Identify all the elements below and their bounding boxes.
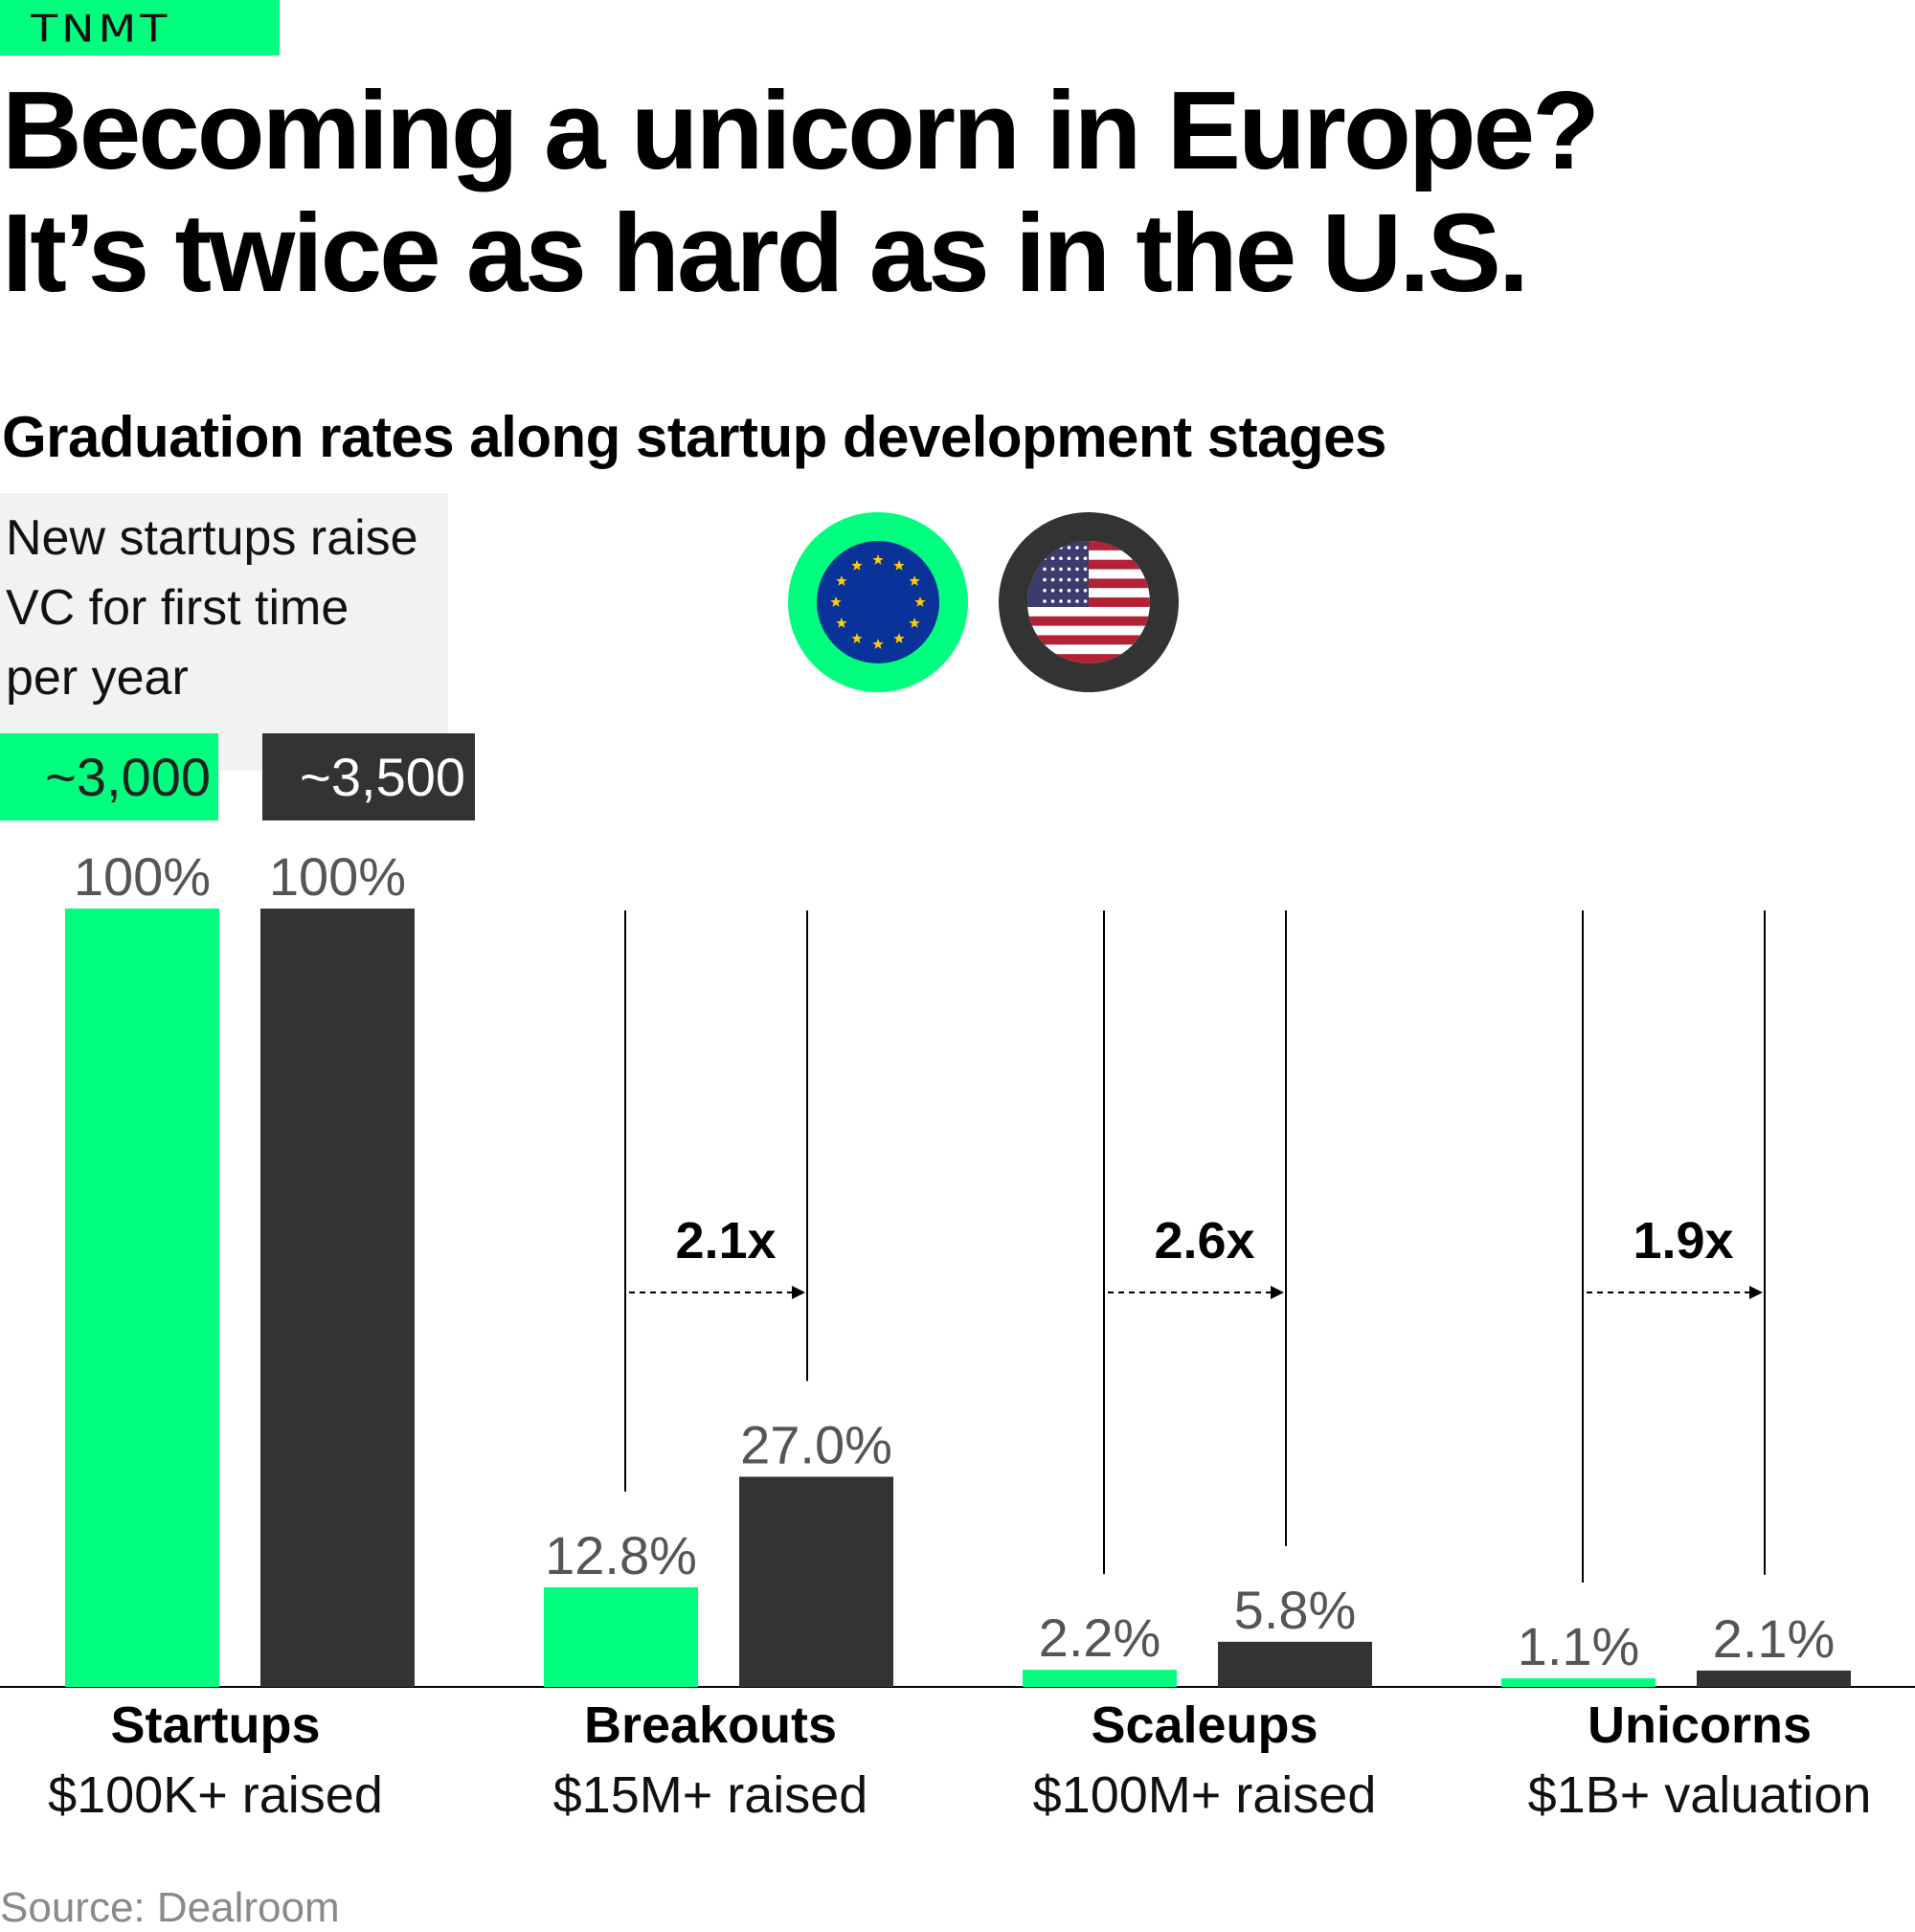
eu-star xyxy=(872,554,884,565)
ratio-label: 2.1x xyxy=(675,1212,776,1269)
arrow-head xyxy=(1271,1286,1284,1299)
arrow-head xyxy=(792,1286,805,1299)
eu-star xyxy=(914,596,926,607)
category-label: Breakouts xyxy=(584,1696,837,1754)
brand-logo: TNMT xyxy=(0,0,280,56)
bar-eu-breakouts xyxy=(544,1586,698,1687)
data-label: 100% xyxy=(269,846,406,907)
us-flag-icon xyxy=(999,512,1179,692)
ratio-label: 2.6x xyxy=(1154,1212,1254,1269)
source-note: Source: Dealroom xyxy=(0,1884,340,1931)
title-line-2: It’s twice as hard as in the U.S. xyxy=(2,191,1529,315)
category-sublabel: $100M+ raised xyxy=(1033,1766,1377,1824)
ratio-label: 1.9x xyxy=(1633,1212,1733,1269)
eu-flag-icon xyxy=(788,512,968,692)
bar-eu-unicorns xyxy=(1501,1678,1656,1687)
count-eu-badge: ~3,000 xyxy=(0,733,218,820)
category-label: Unicorns xyxy=(1588,1696,1812,1754)
page-title: Becoming a unicorn in Europe? It’s twice… xyxy=(2,68,1600,315)
data-label: 100% xyxy=(74,846,211,907)
arrow-head xyxy=(1749,1286,1763,1299)
data-label: 5.8% xyxy=(1234,1580,1357,1640)
bar-eu-scaleups xyxy=(1023,1670,1177,1687)
eu-star xyxy=(836,575,847,586)
note-text: New startups raise VC for first time per… xyxy=(6,510,418,706)
title-line-1: Becoming a unicorn in Europe? xyxy=(2,68,1600,192)
bar-us-startups xyxy=(260,909,415,1687)
data-label: 2.2% xyxy=(1039,1607,1161,1668)
chart-subtitle: Graduation rates along startup developme… xyxy=(2,405,1386,469)
category-label: Startups xyxy=(110,1696,320,1754)
bar-us-breakouts xyxy=(739,1476,893,1687)
eu-star xyxy=(893,559,905,571)
eu-star xyxy=(893,633,905,643)
bar-us-scaleups xyxy=(1218,1641,1372,1687)
eu-star xyxy=(909,575,920,586)
data-label: 27.0% xyxy=(740,1414,892,1474)
data-label: 2.1% xyxy=(1713,1608,1836,1669)
eu-star xyxy=(836,618,847,628)
brand-label: TNMT xyxy=(31,7,171,51)
data-label: 1.1% xyxy=(1518,1616,1640,1676)
count-us-badge: ~3,500 xyxy=(262,733,475,820)
data-label: 12.8% xyxy=(545,1525,697,1585)
bar-us-unicorns xyxy=(1697,1670,1851,1687)
category-sublabel: $15M+ raised xyxy=(553,1766,868,1824)
eu-star xyxy=(830,596,842,607)
category-sublabel: $1B+ valuation xyxy=(1528,1766,1872,1824)
eu-star xyxy=(851,559,863,571)
category-label: Scaleups xyxy=(1091,1696,1318,1754)
bar-chart: 100% 100% Startups $100K+ raised 12.8% 27.0% B… xyxy=(0,846,1915,1824)
eu-star xyxy=(851,633,863,643)
eu-star xyxy=(872,639,884,649)
note-panel xyxy=(0,493,448,771)
category-sublabel: $100K+ raised xyxy=(48,1766,383,1824)
eu-star xyxy=(909,618,920,628)
bar-eu-startups xyxy=(65,909,219,1687)
